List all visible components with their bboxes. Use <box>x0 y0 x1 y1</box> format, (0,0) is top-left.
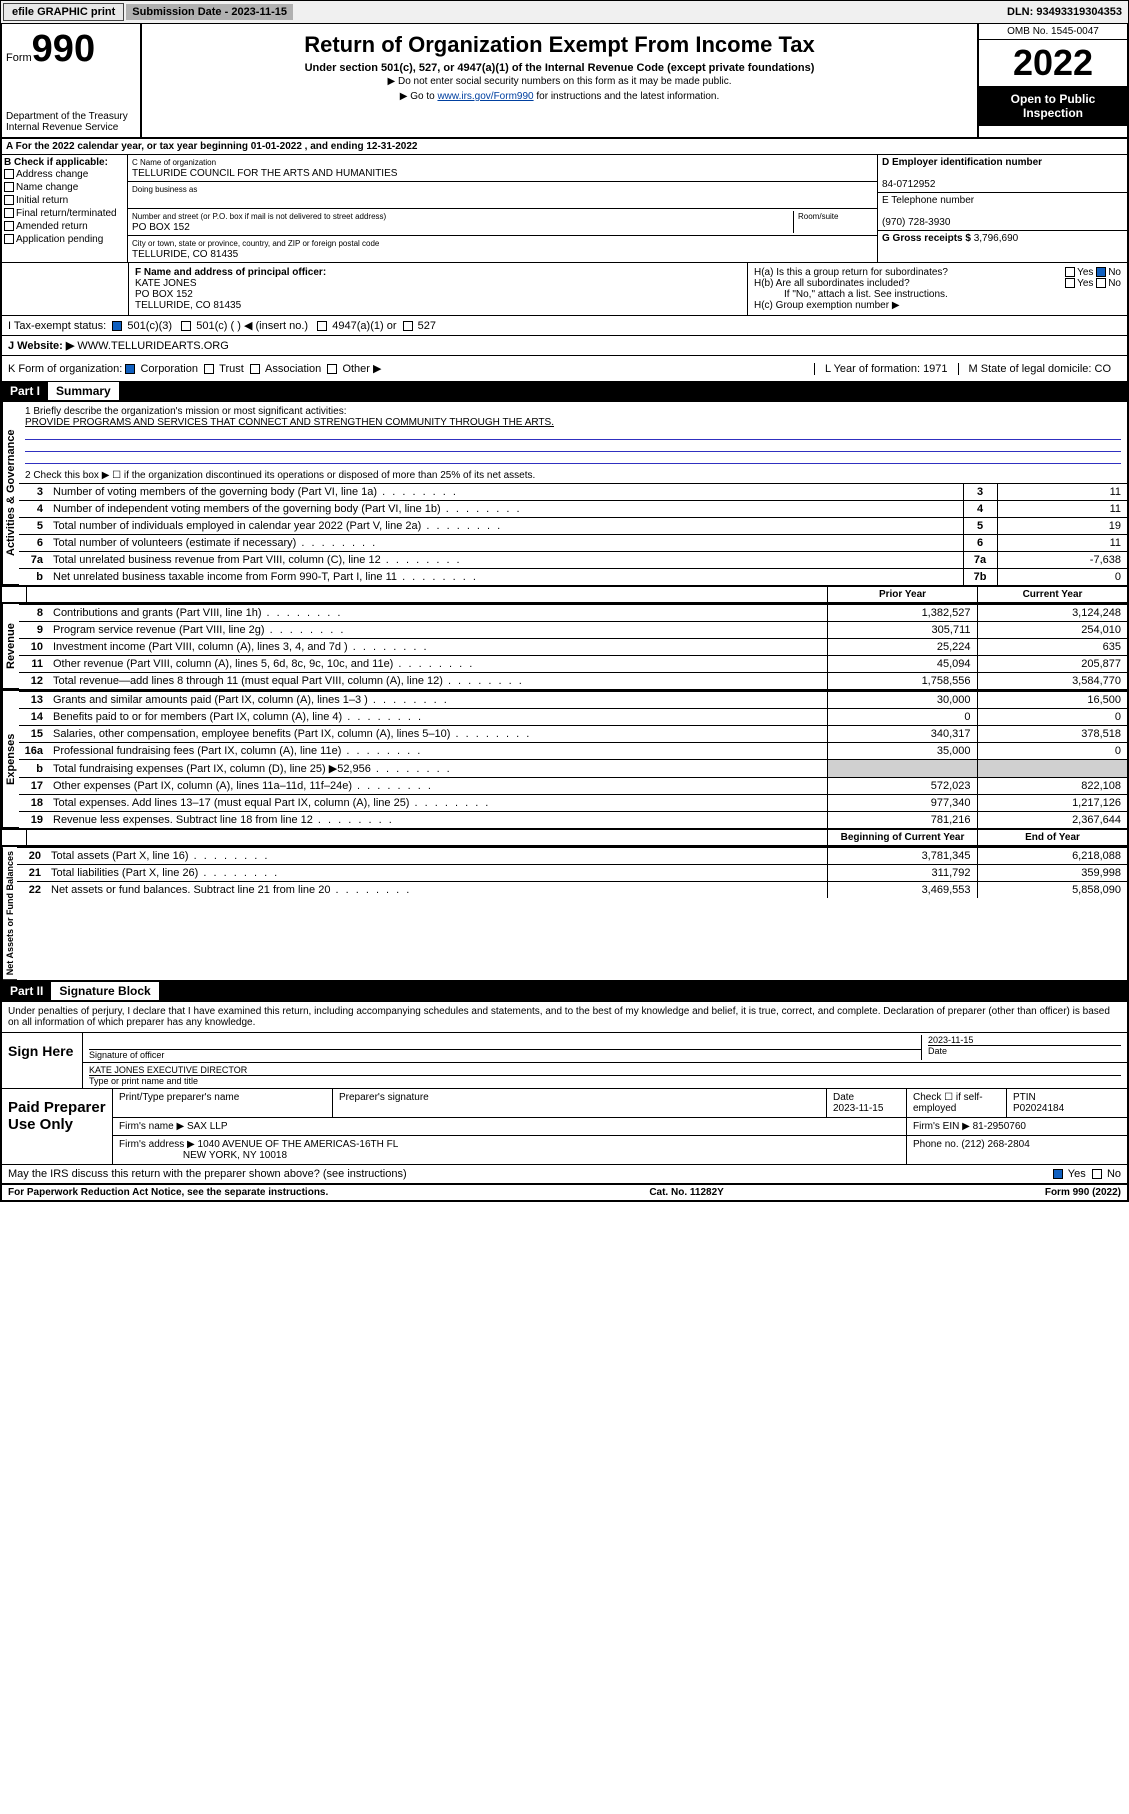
telephone: (970) 728-3930 <box>882 217 950 228</box>
b-header: B Check if applicable: <box>4 157 108 168</box>
dln: DLN: 93493319304353 <box>1001 4 1128 20</box>
summary-section: Activities & Governance 1 Briefly descri… <box>0 402 1129 587</box>
part-ii-header: Part IISignature Block <box>0 982 1129 1002</box>
form-subtitle: Under section 501(c), 527, or 4947(a)(1)… <box>150 62 969 74</box>
omb-number: OMB No. 1545-0047 <box>979 24 1127 40</box>
revenue-section: Revenue 8Contributions and grants (Part … <box>0 604 1129 691</box>
expenses-table: 13Grants and similar amounts paid (Part … <box>19 691 1127 828</box>
cat-no: Cat. No. 11282Y <box>649 1187 723 1198</box>
form-note-link: ▶ Go to www.irs.gov/Form990 for instruct… <box>150 89 969 104</box>
form-title-block: Return of Organization Exempt From Incom… <box>142 24 977 137</box>
org-address: PO BOX 152 <box>132 222 190 233</box>
prep-date: 2023-11-15 <box>833 1103 883 1114</box>
website: WWW.TELLURIDEARTS.ORG <box>77 340 228 352</box>
netassets-table: 20Total assets (Part X, line 16)3,781,34… <box>17 847 1127 898</box>
year-formation: 1971 <box>923 363 947 375</box>
check-4947[interactable] <box>317 321 327 331</box>
check-501c[interactable] <box>181 321 191 331</box>
firm-name: SAX LLP <box>187 1121 228 1132</box>
org-name: TELLURIDE COUNCIL FOR THE ARTS AND HUMAN… <box>132 168 397 179</box>
line-i-tax-status: I Tax-exempt status: 501(c)(3) 501(c) ( … <box>0 315 1129 335</box>
check-initial-return[interactable]: Initial return <box>4 194 125 207</box>
line-1-mission: 1 Briefly describe the organization's mi… <box>19 402 1127 468</box>
page-footer: For Paperwork Reduction Act Notice, see … <box>0 1185 1129 1202</box>
vlabel-netassets: Net Assets or Fund Balances <box>2 847 17 980</box>
line-k-l-m: K Form of organization: Corporation Trus… <box>0 356 1129 382</box>
check-discuss-yes[interactable] <box>1053 1169 1063 1179</box>
form-number: 990 <box>32 28 95 70</box>
check-501c3[interactable] <box>112 321 122 331</box>
vlabel-expenses: Expenses <box>2 691 19 828</box>
check-trust[interactable] <box>204 364 214 374</box>
check-name-change[interactable]: Name change <box>4 181 125 194</box>
may-irs-discuss: May the IRS discuss this return with the… <box>2 1164 1127 1183</box>
dept-treasury: Department of the Treasury <box>6 111 136 122</box>
year-block: OMB No. 1545-0047 2022 Open to Public In… <box>977 24 1127 137</box>
firm-ein: 81-2950760 <box>973 1121 1026 1132</box>
pra-notice: For Paperwork Reduction Act Notice, see … <box>8 1187 328 1198</box>
netassets-section: Net Assets or Fund Balances 20Total asse… <box>0 847 1129 982</box>
section-c-name-address: C Name of organizationTELLURIDE COUNCIL … <box>128 155 877 262</box>
irs-link[interactable]: www.irs.gov/Form990 <box>437 91 533 102</box>
irs-label: Internal Revenue Service <box>6 122 136 133</box>
firm-phone: (212) 268-2804 <box>961 1139 1029 1150</box>
tax-year: 2022 <box>979 40 1127 86</box>
org-city: TELLURIDE, CO 81435 <box>132 249 238 260</box>
form-id-block: Form990 Department of the Treasury Inter… <box>2 24 142 137</box>
check-other[interactable] <box>327 364 337 374</box>
open-inspection: Open to Public Inspection <box>979 86 1127 126</box>
form-ref: Form 990 (2022) <box>1045 1187 1121 1198</box>
sig-date: 2023-11-15 <box>928 1035 973 1045</box>
check-self-employed[interactable]: Check ☐ if self-employed <box>907 1089 1007 1117</box>
check-amended-return[interactable]: Amended return <box>4 220 125 233</box>
officer-sig-name: KATE JONES EXECUTIVE DIRECTOR <box>89 1065 247 1075</box>
vlabel-governance: Activities & Governance <box>2 402 19 585</box>
section-h-group: H(a) Is this a group return for subordin… <box>747 263 1127 315</box>
section-b-checkboxes: B Check if applicable: Address change Na… <box>2 155 128 262</box>
governance-table: 3Number of voting members of the governi… <box>19 483 1127 585</box>
sign-here-label: Sign Here <box>2 1033 82 1088</box>
ptin: P02024184 <box>1013 1103 1064 1114</box>
form-note-ssn: ▶ Do not enter social security numbers o… <box>150 74 969 89</box>
form-title: Return of Organization Exempt From Incom… <box>150 28 969 62</box>
check-discuss-no[interactable] <box>1092 1169 1102 1179</box>
revenue-table: 8Contributions and grants (Part VIII, li… <box>19 604 1127 689</box>
mission-text: PROVIDE PROGRAMS AND SERVICES THAT CONNE… <box>25 417 554 428</box>
gross-receipts: 3,796,690 <box>974 233 1019 244</box>
perjury-declaration: Under penalties of perjury, I declare th… <box>2 1002 1127 1032</box>
signature-block: Under penalties of perjury, I declare th… <box>0 1002 1129 1185</box>
part-i-header: Part ISummary <box>0 382 1129 402</box>
line-j-website: J Website: ▶ WWW.TELLURIDEARTS.ORG <box>0 335 1129 356</box>
firm-addr1: 1040 AVENUE OF THE AMERICAS-16TH FL <box>198 1139 399 1150</box>
check-association[interactable] <box>250 364 260 374</box>
submission-date: Submission Date - 2023-11-15 <box>126 4 293 20</box>
section-d-e-g: D Employer identification number84-07129… <box>877 155 1127 262</box>
efile-print-button[interactable]: efile GRAPHIC print <box>3 3 124 21</box>
expenses-section: Expenses 13Grants and similar amounts pa… <box>0 691 1129 830</box>
line-2-discontinue: 2 Check this box ▶ ☐ if the organization… <box>19 468 1127 483</box>
ein: 84-0712952 <box>882 179 935 190</box>
line-a-tax-year: A For the 2022 calendar year, or tax yea… <box>0 139 1129 155</box>
check-address-change[interactable]: Address change <box>4 168 125 181</box>
form-header: Form990 Department of the Treasury Inter… <box>0 24 1129 139</box>
section-f-officer: F Name and address of principal officer:… <box>128 263 747 315</box>
check-final-return[interactable]: Final return/terminated <box>4 207 125 220</box>
officer-name: KATE JONES <box>135 278 197 289</box>
vlabel-revenue: Revenue <box>2 604 19 689</box>
top-toolbar: efile GRAPHIC print Submission Date - 20… <box>0 0 1129 24</box>
check-corporation[interactable] <box>125 364 135 374</box>
year-header-row: Prior Year Current Year <box>0 587 1129 604</box>
paid-preparer-label: Paid Preparer Use Only <box>2 1089 112 1164</box>
check-application-pending[interactable]: Application pending <box>4 233 125 246</box>
check-527[interactable] <box>403 321 413 331</box>
balance-header-row: Beginning of Current Year End of Year <box>0 830 1129 847</box>
state-domicile: CO <box>1095 363 1112 375</box>
